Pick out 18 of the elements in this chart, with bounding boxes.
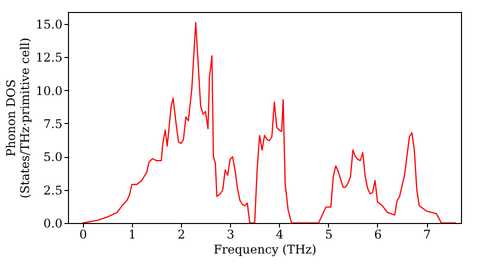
x-tick-label: 6 — [374, 228, 382, 242]
y-tick-label: 10.0 — [36, 84, 62, 98]
line-series — [82, 22, 457, 223]
x-tick-label: 5 — [325, 228, 333, 242]
y-tick-label: 5.0 — [43, 150, 62, 164]
x-tick-label: 7 — [423, 228, 431, 242]
x-tick-label: 2 — [178, 228, 186, 242]
x-tick-label: 3 — [226, 228, 234, 242]
y-tick-label: 7.5 — [43, 116, 62, 131]
y-tick-label: 2.5 — [43, 183, 62, 198]
x-tick-label: 0 — [79, 228, 88, 242]
y-axis-title: Phonon DOS (States/THz·primitive cell) — [4, 38, 32, 198]
x-tick-label: 1 — [128, 228, 136, 242]
y-tick-label: 12.5 — [36, 50, 62, 65]
y-tick-label: 15.0 — [36, 17, 62, 32]
y-tick-label: 0.0 — [43, 216, 62, 230]
x-tick-label: 4 — [276, 228, 284, 242]
x-axis-title: Frequency (THz) — [214, 242, 316, 256]
